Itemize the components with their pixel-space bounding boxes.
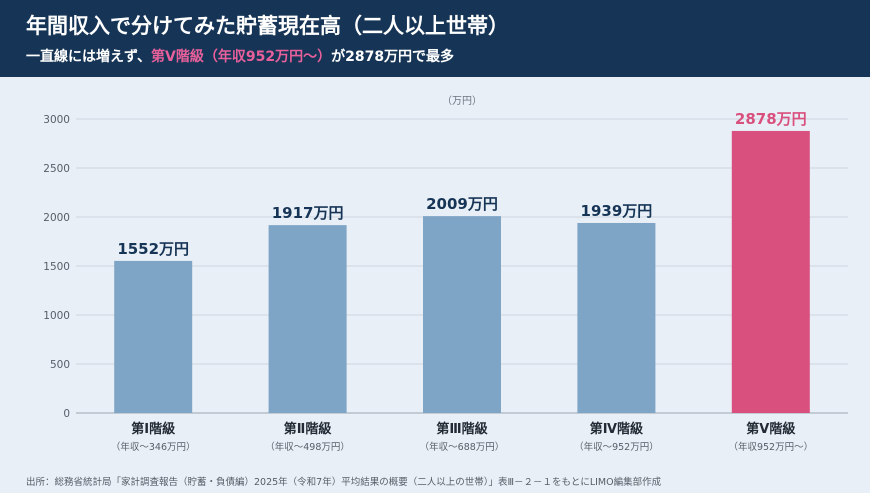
bar-data-label: 1917万円 (272, 204, 344, 222)
x-category-label: 第Ⅴ階級 (746, 421, 795, 437)
y-tick-label: 0 (63, 408, 70, 420)
header-banner: 年間収入で分けてみた貯蓄現在高（二人以上世帯） 一直線には増えず、第Ⅴ階級（年収… (0, 0, 870, 77)
chart-subtitle: 一直線には増えず、第Ⅴ階級（年収952万円～）が2878万円で最多 (26, 46, 454, 66)
x-category-label: 第Ⅱ階級 (284, 421, 332, 437)
bar-data-label: 1939万円 (581, 202, 653, 220)
y-axis-unit-label: （万円） (442, 95, 482, 107)
x-category-label: 第Ⅳ階級 (590, 421, 643, 437)
bar-data-label: 2878万円 (735, 110, 807, 128)
bar (731, 130, 810, 413)
y-tick-label: 2500 (43, 163, 70, 175)
bar (577, 222, 656, 413)
x-subcategory-label: （年収952万円～） (728, 441, 813, 453)
x-subcategory-label: （年収～346万円） (111, 441, 196, 453)
source-note: 出所：総務省統計局「家計調査報告（貯蓄・負債編）2025年（令和7年）平均結果の… (26, 477, 662, 488)
x-category-label: 第Ⅲ階級 (436, 421, 487, 437)
subtitle-text-post: が2878万円で最多 (331, 49, 455, 65)
x-subcategory-label: （年収～688万円） (420, 441, 505, 453)
y-tick-label: 1500 (43, 261, 70, 273)
x-category-label: 第Ⅰ階級 (131, 421, 175, 437)
y-tick-label: 1000 (43, 310, 70, 322)
y-tick-label: 500 (50, 359, 70, 371)
bar-data-label: 2009万円 (426, 195, 498, 213)
x-subcategory-label: （年収～498万円） (265, 441, 350, 453)
bar (114, 260, 193, 413)
chart-title: 年間収入で分けてみた貯蓄現在高（二人以上世帯） (26, 14, 509, 38)
y-tick-label: 2000 (43, 212, 70, 224)
subtitle-highlight: 第Ⅴ階級（年収952万円～） (151, 49, 332, 65)
bar-data-label: 1552万円 (117, 240, 189, 258)
subtitle-text-pre: 一直線には増えず、 (26, 49, 152, 65)
y-tick-label: 3000 (43, 114, 70, 126)
bar (423, 216, 501, 413)
bar (268, 225, 347, 413)
x-subcategory-label: （年収～952万円） (574, 441, 659, 453)
